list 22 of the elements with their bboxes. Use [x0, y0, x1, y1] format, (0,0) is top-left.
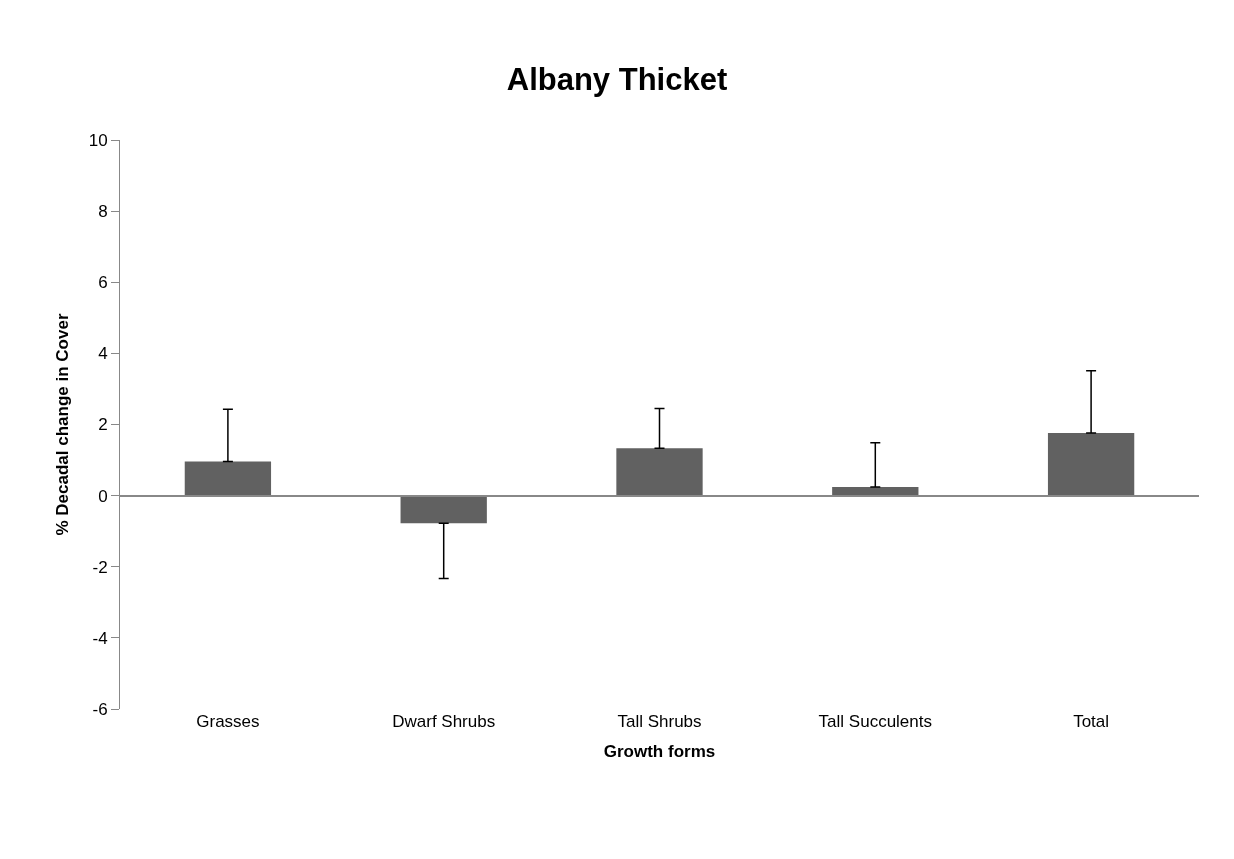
- bar: [184, 461, 272, 496]
- y-tick-label: 8: [98, 202, 108, 222]
- y-tick-label: 6: [98, 273, 108, 293]
- x-tick-label: Dwarf Shrubs: [392, 712, 496, 731]
- x-axis-title: Growth forms: [603, 742, 716, 762]
- x-tick-label: Tall Shrubs: [617, 712, 702, 731]
- x-tick-label: Tall Succulents: [818, 712, 932, 731]
- bar: [400, 495, 487, 524]
- x-tick-label: Grasses: [196, 712, 260, 731]
- y-tick-label: -2: [92, 557, 108, 577]
- chart-title: Albany Thicket: [506, 62, 728, 98]
- y-tick-label: -6: [92, 699, 108, 719]
- y-axis-title: % Decadal change in Cover: [53, 313, 73, 536]
- bar: [1047, 433, 1135, 496]
- bar: [616, 448, 703, 496]
- y-tick-label: -4: [92, 628, 108, 648]
- y-tick-label: 10: [88, 130, 108, 150]
- y-tick-label: 4: [98, 344, 108, 364]
- x-tick-label: Total: [1073, 712, 1110, 731]
- y-tick-label: 0: [98, 486, 108, 506]
- bar: [832, 487, 919, 496]
- y-tick-label: 2: [98, 415, 108, 435]
